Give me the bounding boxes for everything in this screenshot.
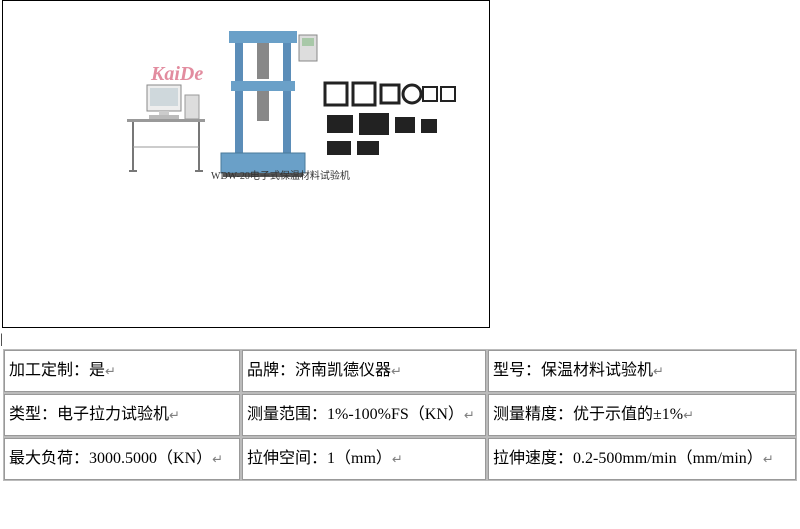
spec-label: 加工定制： xyxy=(9,362,89,379)
spec-value: 保温材料试验机 xyxy=(541,362,653,379)
spec-label: 品牌： xyxy=(247,362,295,379)
spec-value: 电子拉力试验机 xyxy=(57,406,169,423)
watermark-text: KaiDe xyxy=(151,63,203,86)
enter-icon: ↵ xyxy=(653,364,664,379)
spec-cell-range: 测量范围：1%-100%FS（KN）↵ xyxy=(242,394,486,436)
spec-cell-type: 类型：电子拉力试验机↵ xyxy=(4,394,240,436)
specifications-table: 加工定制：是↵ 品牌：济南凯德仪器↵ 型号：保温材料试验机↵ 类型：电子拉力试验… xyxy=(2,348,798,482)
spec-value: 济南凯德仪器 xyxy=(295,362,391,379)
spec-cell-custom: 加工定制：是↵ xyxy=(4,350,240,392)
spec-value: 是 xyxy=(89,362,105,379)
enter-icon: ↵ xyxy=(169,408,180,423)
spec-label: 测量范围： xyxy=(247,406,327,423)
spec-cell-brand: 品牌：济南凯德仪器↵ xyxy=(242,350,486,392)
enter-icon: ↵ xyxy=(464,408,475,423)
enter-icon: ↵ xyxy=(683,408,694,423)
enter-icon: ↵ xyxy=(763,452,774,467)
spec-value: 1%-100%FS（KN） xyxy=(327,406,464,423)
spec-cell-model: 型号：保温材料试验机↵ xyxy=(488,350,796,392)
table-row: 加工定制：是↵ 品牌：济南凯德仪器↵ 型号：保温材料试验机↵ xyxy=(4,350,796,392)
spec-cell-maxload: 最大负荷：3000.5000（KN）↵ xyxy=(4,438,240,480)
table-row: 最大负荷：3000.5000（KN）↵ 拉伸空间：1（mm）↵ 拉伸速度：0.2… xyxy=(4,438,796,480)
spec-value: 3000.5000（KN） xyxy=(89,450,212,467)
enter-icon: ↵ xyxy=(105,364,116,379)
spec-label: 拉伸速度： xyxy=(493,450,573,467)
enter-icon: ↵ xyxy=(212,452,223,467)
spec-value: 0.2-500mm/min（mm/min） xyxy=(573,450,763,467)
spec-cell-stretch-speed: 拉伸速度：0.2-500mm/min（mm/min）↵ xyxy=(488,438,796,480)
spec-label: 最大负荷： xyxy=(9,450,89,467)
spec-cell-stretch-space: 拉伸空间：1（mm）↵ xyxy=(242,438,486,480)
enter-icon: ↵ xyxy=(392,452,403,467)
product-image-frame: KaiDe WDW-20电子式保温材料试验机 xyxy=(2,0,490,328)
spec-value: 优于示值的±1% xyxy=(573,406,683,423)
spec-label: 拉伸空间： xyxy=(247,450,327,467)
spec-label: 型号： xyxy=(493,362,541,379)
spec-label: 类型： xyxy=(9,406,57,423)
enter-icon: ↵ xyxy=(391,364,402,379)
spec-value: 1（mm） xyxy=(327,450,392,467)
spec-cell-accuracy: 测量精度：优于示值的±1%↵ xyxy=(488,394,796,436)
table-row: 类型：电子拉力试验机↵ 测量范围：1%-100%FS（KN）↵ 测量精度：优于示… xyxy=(4,394,796,436)
image-caption: WDW-20电子式保温材料试验机 xyxy=(211,167,350,182)
spec-label: 测量精度： xyxy=(493,406,573,423)
text-cursor: | xyxy=(0,332,3,348)
